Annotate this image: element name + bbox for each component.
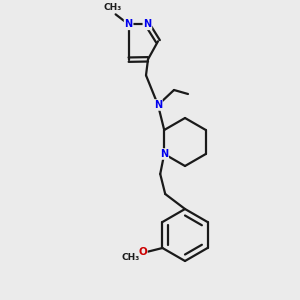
Text: N: N — [160, 149, 168, 159]
Text: N: N — [143, 19, 152, 29]
Text: N: N — [124, 19, 133, 29]
Text: N: N — [154, 100, 162, 110]
Text: CH₃: CH₃ — [122, 253, 140, 262]
Text: CH₃: CH₃ — [103, 3, 122, 12]
Text: O: O — [138, 247, 147, 257]
